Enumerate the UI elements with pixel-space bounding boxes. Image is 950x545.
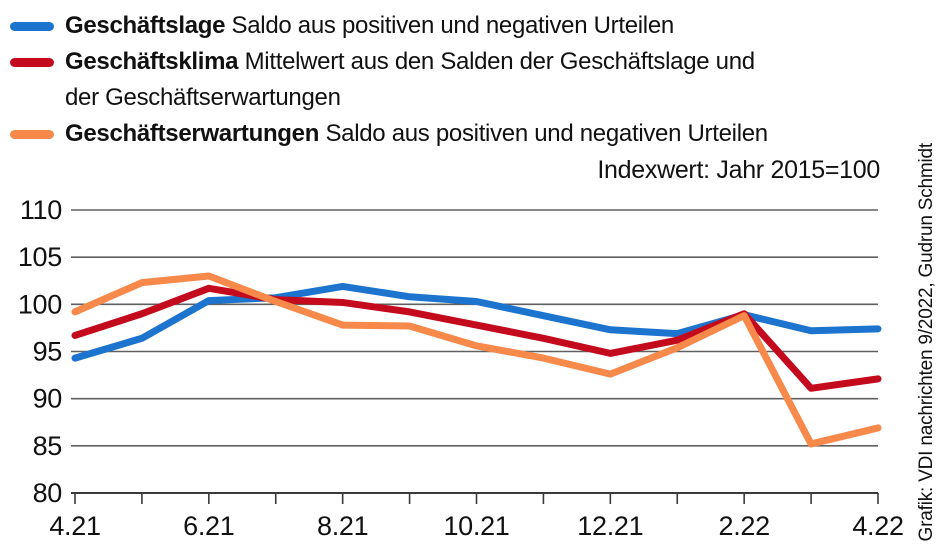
y-axis-label: 85 — [33, 431, 62, 461]
legend-series-name: Geschäftsklima — [65, 48, 239, 75]
y-axis-label: 80 — [33, 478, 62, 508]
legend-series-desc: Mittelwert aus den Salden der Geschäftsl… — [238, 48, 756, 75]
x-axis-label: 6.21 — [183, 511, 234, 541]
x-axis-label: 4.22 — [852, 511, 903, 541]
x-axis-label: 2.22 — [718, 511, 769, 541]
legend-series-desc: Saldo aus positiven und negativen Urteil… — [225, 12, 675, 39]
x-axis-label: 4.21 — [49, 511, 100, 541]
x-axis-label: 8.21 — [317, 511, 368, 541]
legend-series-name: Geschäftserwartungen — [65, 120, 320, 147]
index-note: Indexwert: Jahr 2015=100 — [597, 156, 880, 184]
y-axis-label: 105 — [18, 242, 62, 272]
legend-swatch-icon — [10, 58, 54, 67]
credit-text: Grafik: VDI nachrichten 9/2022, Gudrun S… — [916, 142, 937, 541]
legend-item-geschäftserwartungen: Geschäftserwartungen Saldo aus positiven… — [10, 116, 768, 152]
y-axis-label: 90 — [33, 384, 62, 414]
legend-item-geschäftsklima: Geschäftsklima Mittelwert aus den Salden… — [10, 44, 768, 116]
legend-series-desc-wrap: der Geschäftserwartungen — [65, 84, 341, 111]
legend-swatch-icon — [10, 130, 54, 139]
legend-item-geschäftslage: Geschäftslage Saldo aus positiven und ne… — [10, 8, 768, 44]
legend-series-name: Geschäftslage — [65, 12, 226, 39]
legend: Geschäftslage Saldo aus positiven und ne… — [10, 8, 768, 152]
y-axis-label: 110 — [20, 195, 62, 225]
x-axis-label: 12.21 — [577, 511, 643, 541]
x-axis-label: 10.21 — [443, 511, 509, 541]
legend-series-desc: Saldo aus positiven und negativen Urteil… — [319, 120, 768, 147]
series-line-geschäftserwartungen — [71, 272, 882, 448]
y-axis-label: 95 — [33, 337, 62, 367]
y-axis-label: 100 — [18, 289, 62, 319]
legend-swatch-icon — [10, 22, 54, 31]
